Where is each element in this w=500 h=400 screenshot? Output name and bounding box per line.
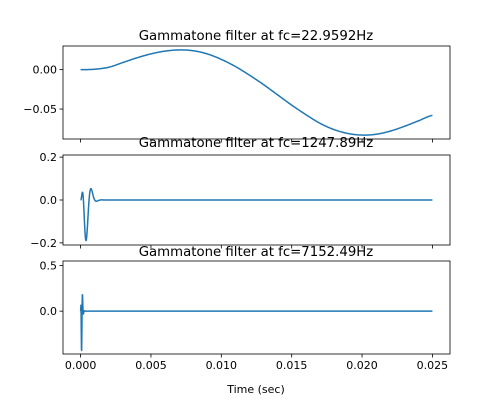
subplot-3-title: Gammatone filter at fc=7152.49Hz <box>139 245 374 260</box>
subplot-3: 0.5 0.0 0.000 0.005 0.010 0.015 0.020 0.025 Ga… <box>40 245 451 396</box>
subplot-2-x-ticks <box>80 245 433 249</box>
y-tick-label: 0.0 <box>40 305 58 318</box>
y-tick-label: −0.05 <box>23 103 57 116</box>
x-tick-label: 0.000 <box>65 359 97 372</box>
y-tick-label: 0.0 <box>40 194 58 207</box>
subplot-1: 0.00 −0.05 Gammatone filter at fc=22.9592… <box>23 29 451 143</box>
subplot-2-line <box>80 187 433 242</box>
subplot-3-x-ticks: 0.000 0.005 0.010 0.015 0.020 0.025 <box>65 354 448 372</box>
subplot-2-y-ticks: 0.2 0.0 −0.2 <box>30 151 63 250</box>
subplot-1-y-ticks: 0.00 −0.05 <box>23 64 63 116</box>
y-tick-label: 0.2 <box>40 151 58 164</box>
x-tick-label: 0.010 <box>206 359 238 372</box>
x-tick-label: 0.015 <box>276 359 308 372</box>
subplot-3-line <box>79 294 433 352</box>
y-tick-label: 0.00 <box>33 64 58 77</box>
x-tick-label: 0.025 <box>417 359 449 372</box>
subplot-1-frame <box>62 45 451 140</box>
y-tick-label: −0.2 <box>30 237 57 250</box>
subplot-2-title: Gammatone filter at fc=1247.89Hz <box>139 136 374 151</box>
x-axis-label: Time (sec) <box>226 383 285 396</box>
subplot-3-y-ticks: 0.5 0.0 <box>40 260 63 318</box>
x-tick-label: 0.005 <box>135 359 167 372</box>
x-tick-label: 0.020 <box>346 359 378 372</box>
subplot-3-frame <box>62 260 451 355</box>
subplot-1-title: Gammatone filter at fc=22.9592Hz <box>139 29 374 44</box>
y-tick-label: 0.5 <box>40 260 58 273</box>
subplot-2: 0.2 0.0 −0.2 Gammatone filter at fc=1247.8… <box>30 136 451 250</box>
subplot-1-x-ticks <box>80 139 433 143</box>
subplot-1-line <box>80 49 433 136</box>
